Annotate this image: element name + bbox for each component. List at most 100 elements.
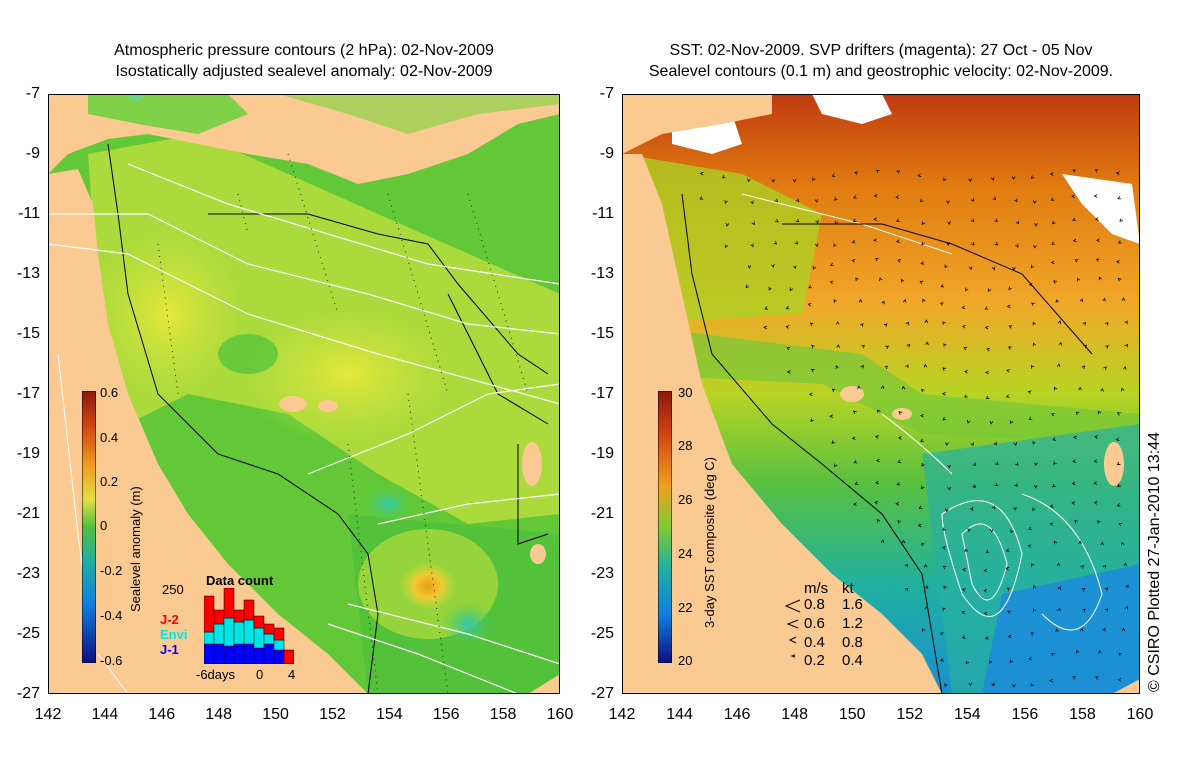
velocity-arrow xyxy=(1072,169,1077,173)
velocity-arrow xyxy=(833,243,837,247)
velocity-arrow xyxy=(1008,325,1013,329)
velocity-arrow xyxy=(858,298,863,303)
velocity-arrow xyxy=(810,418,814,422)
velocity-arrow xyxy=(768,286,772,291)
velocity-arrow xyxy=(1083,344,1088,349)
sla-tick-label: -0.4 xyxy=(100,608,123,623)
velocity-arrow xyxy=(896,218,900,222)
latitude-tick-label: -19 xyxy=(16,445,40,462)
velocity-arrow xyxy=(1049,522,1054,526)
latitude-tick-label: -9 xyxy=(599,145,614,162)
velocity-arrow xyxy=(834,197,838,201)
velocity-arrow xyxy=(972,484,976,488)
velocity-arrow xyxy=(1052,483,1056,488)
velocity-arrow xyxy=(965,287,969,292)
velocity-arrow xyxy=(944,682,948,687)
velocity-arrow xyxy=(786,346,791,351)
velocity-arrow xyxy=(1050,197,1055,201)
velocity-arrow xyxy=(1074,519,1078,524)
velocity-arrow xyxy=(895,195,900,199)
velocity-arrow xyxy=(970,442,974,447)
velocity-arrow xyxy=(920,413,924,418)
velocity-arrow xyxy=(1115,437,1120,441)
velocity-arrow xyxy=(1074,259,1079,263)
longitude-tick-label: 152 xyxy=(896,706,924,723)
velocity-arrow xyxy=(898,436,902,440)
velocity-arrow xyxy=(852,410,857,415)
velocity-arrow xyxy=(773,241,778,245)
velocity-arrow xyxy=(831,388,836,393)
velocity-arrow xyxy=(793,265,797,270)
latitude-tick-label: -23 xyxy=(16,565,40,582)
latitude-tick-label: -27 xyxy=(16,685,40,702)
data-count-xlabel: -6days xyxy=(196,667,236,682)
velocity-arrow xyxy=(884,365,888,370)
left-title-line2: Isostatically adjusted sealevel anomaly:… xyxy=(115,63,493,80)
velocity-arrow xyxy=(920,438,924,442)
velocity-arrow xyxy=(964,548,968,552)
velocity-arrow xyxy=(785,325,790,329)
velocity-arrow xyxy=(1071,194,1075,199)
velocity-legend-ms: 0.2 xyxy=(804,652,825,669)
velocity-arrow xyxy=(985,395,990,400)
legend-envi: Envi xyxy=(160,627,188,642)
velocity-arrow xyxy=(1051,241,1056,245)
velocity-arrow xyxy=(944,264,948,269)
velocity-arrow xyxy=(699,196,704,200)
velocity-arrow xyxy=(989,529,994,533)
velocity-arrow xyxy=(1006,587,1011,591)
velocity-arrow xyxy=(924,606,929,610)
velocity-arrow xyxy=(885,345,889,349)
velocity-arrow xyxy=(1117,483,1121,487)
velocity-arrow xyxy=(1009,659,1013,663)
velocity-arrow xyxy=(1030,632,1035,636)
velocity-arrow xyxy=(963,346,968,351)
velocity-arrow xyxy=(835,365,839,369)
velocity-arrow xyxy=(896,239,900,243)
velocity-arrow xyxy=(795,218,800,223)
velocity-arrow xyxy=(1030,563,1035,567)
velocity-arrow xyxy=(873,194,878,198)
velocity-arrow xyxy=(1096,238,1100,242)
velocity-arrow xyxy=(1105,322,1109,326)
velocity-arrow xyxy=(831,440,836,444)
velocity-arrow xyxy=(940,284,945,288)
velocity-arrow xyxy=(994,482,999,487)
velocity-arrow xyxy=(1082,608,1086,613)
sst-tick-label: 30 xyxy=(678,385,693,400)
velocity-arrow xyxy=(983,568,988,573)
velocity-arrow xyxy=(876,169,880,174)
velocity-arrow xyxy=(1033,244,1037,249)
velocity-arrow xyxy=(989,659,993,664)
data-count-title: Data count xyxy=(206,573,274,588)
velocity-arrow xyxy=(1079,627,1084,632)
velocity-arrow xyxy=(834,463,838,468)
data-count-ymax: 250 xyxy=(162,582,184,597)
velocity-arrow xyxy=(921,221,926,225)
velocity-arrow xyxy=(1006,304,1011,309)
sla-tick-label: 0.6 xyxy=(100,385,119,400)
velocity-arrow xyxy=(1034,223,1038,227)
velocity-arrow xyxy=(877,409,881,414)
latitude-tick-label: -15 xyxy=(16,325,40,342)
velocity-arrow xyxy=(940,658,944,662)
longitude-tick-label: 160 xyxy=(546,706,574,723)
sla-colorbar xyxy=(82,391,96,663)
velocity-arrow xyxy=(970,218,975,222)
velocity-arrow xyxy=(829,414,833,418)
velocity-arrow xyxy=(807,302,812,307)
velocity-arrow xyxy=(880,539,885,544)
latitude-tick-label: -7 xyxy=(25,85,40,102)
velocity-arrow xyxy=(1007,346,1012,350)
velocity-arrow xyxy=(1005,394,1010,398)
velocity-arrow xyxy=(1028,416,1033,420)
velocity-arrow xyxy=(834,220,839,225)
velocity-arrow xyxy=(851,240,856,244)
velocity-arrow xyxy=(808,392,813,396)
velocity-arrow xyxy=(1102,564,1107,569)
velocity-arrow xyxy=(942,392,946,396)
pressure-contour xyxy=(48,213,560,335)
velocity-legend-kt-header: kt xyxy=(842,580,854,597)
velocity-arrow xyxy=(1115,171,1120,176)
latitude-tick-label: -15 xyxy=(590,325,614,342)
